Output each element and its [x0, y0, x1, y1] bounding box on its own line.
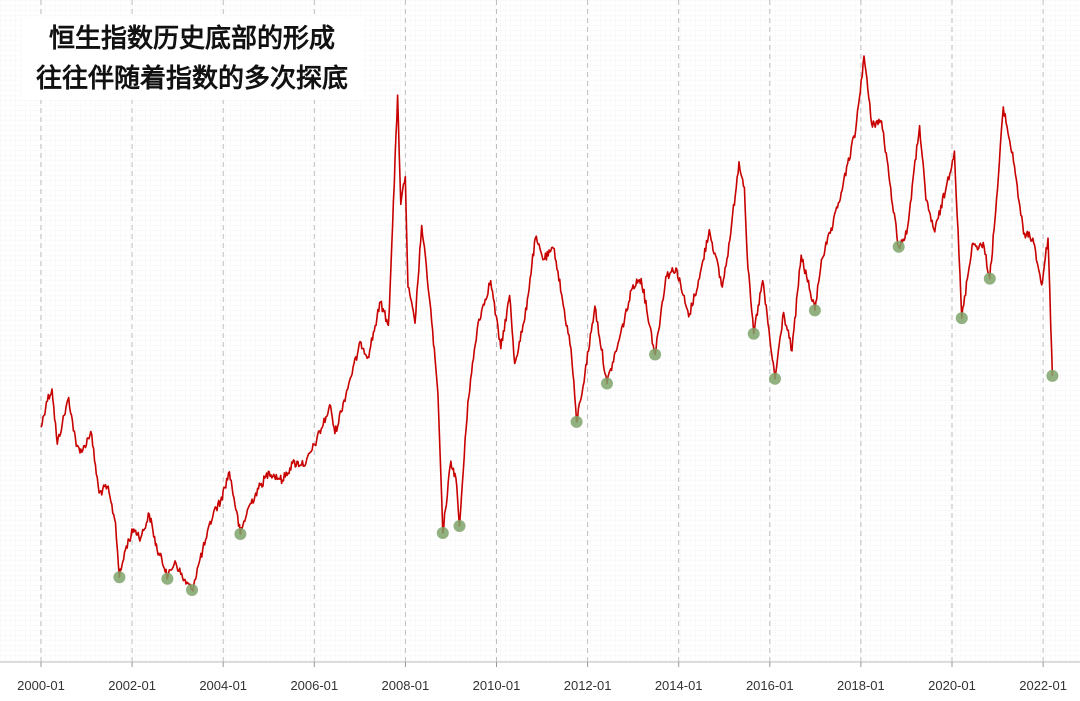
plot-background-grid: [0, 0, 1080, 662]
chart-title: 恒生指数历史底部的形成 往往伴随着指数的多次探底: [22, 18, 362, 100]
bottom-marker: [436, 527, 449, 539]
bottom-marker: [747, 327, 760, 340]
bottom-marker: [1046, 369, 1059, 382]
bottom-marker: [186, 584, 198, 596]
x-tick-label: 2012-01: [564, 678, 612, 693]
bottom-marker: [808, 304, 821, 317]
series-layer: [40, 55, 1054, 592]
x-tick-label: 2016-01: [746, 678, 794, 693]
x-tick-label: 2008-01: [382, 678, 430, 693]
bottom-marker: [570, 415, 583, 428]
bottom-marker: [234, 528, 247, 540]
x-tick-label: 2006-01: [290, 678, 338, 693]
bottom-marker: [161, 572, 174, 585]
bottom-marker: [892, 240, 905, 253]
bottom-markers: [113, 240, 1059, 596]
chart-title-line-1: 恒生指数历史底部的形成: [49, 23, 335, 54]
title-background: [22, 18, 362, 100]
bottom-marker: [113, 571, 126, 584]
series-line: [40, 55, 1054, 592]
x-tick-label: 2010-01: [473, 678, 521, 693]
bottom-marker: [601, 377, 613, 390]
x-tick-label: 2018-01: [837, 678, 885, 693]
bottom-marker: [769, 372, 781, 385]
bottom-marker: [955, 312, 968, 325]
chart-title-line-2: 往往伴随着指数的多次探底: [36, 63, 348, 94]
x-tick-label: 2002-01: [108, 678, 156, 693]
x-tick-label: 2014-01: [655, 678, 703, 693]
bottom-marker: [453, 520, 466, 532]
x-tick-label: 2004-01: [199, 678, 247, 693]
x-axis-ticks: 2000-01 2002-01 2004-01 2006-01 2008-01 2010-…: [17, 662, 1067, 693]
bottom-marker: [983, 272, 996, 285]
x-tick-label: 2022-01: [1019, 678, 1067, 693]
x-tick-label: 2000-01: [17, 678, 65, 693]
x-tick-label: 2020-01: [928, 678, 976, 693]
bottom-marker: [649, 348, 662, 361]
vertical-gridlines: [40, 0, 1044, 662]
